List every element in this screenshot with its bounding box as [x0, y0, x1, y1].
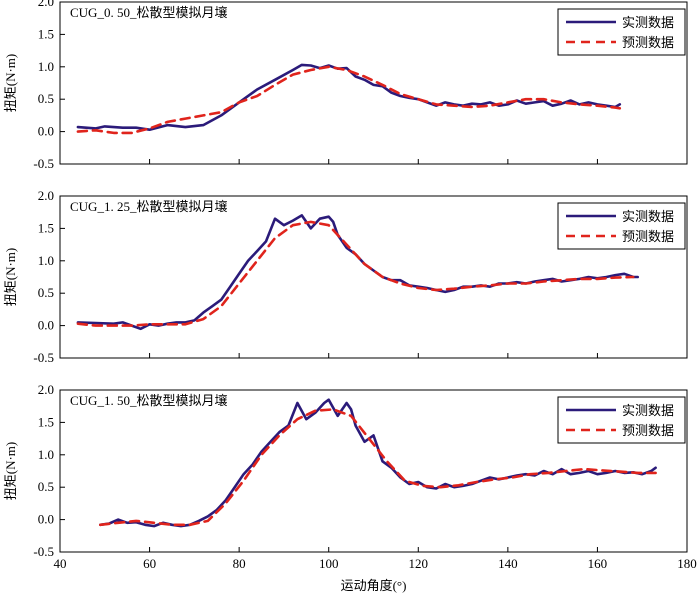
legend-label: 实测数据 — [622, 15, 674, 30]
series-line-measured — [76, 214, 640, 331]
x-tick-label: 120 — [409, 556, 429, 571]
x-tick-label: 100 — [319, 556, 339, 571]
legend-label: 预测数据 — [622, 35, 674, 50]
chart-panel-2: 2.0 1.5 1.0 0.5 0.0 -0.5 CUG_1. 25_松散型模拟月壤扭矩(N… — [3, 188, 688, 365]
series-line-predicted — [76, 65, 622, 135]
x-tick-label: 40 — [54, 556, 67, 571]
y-axis-label: 扭矩(N·m) — [3, 54, 18, 113]
legend-label: 实测数据 — [622, 403, 674, 418]
y-tick-label: 1.5 — [38, 26, 54, 41]
y-tick-label: 0.0 — [38, 124, 54, 139]
plot-frame — [59, 389, 688, 553]
y-tick-label: -0.5 — [33, 544, 54, 559]
x-tick-label: 60 — [143, 556, 156, 571]
x-tick-label: 180 — [677, 556, 697, 571]
chart-panel-3: 2.0 1.5 1.0 0.5 0.0 -0.540 60 80 100 120 140 160 180… — [3, 382, 697, 593]
y-tick-label: 1.5 — [38, 220, 54, 235]
y-tick-label: 1.0 — [38, 253, 54, 268]
y-axis-label: 扭矩(N·m) — [3, 442, 18, 501]
x-tick-label: 160 — [588, 556, 608, 571]
x-tick-label: 80 — [233, 556, 246, 571]
y-tick-label: 1.0 — [38, 447, 54, 462]
chart-title: CUG_1. 25_松散型模拟月壤 — [70, 199, 227, 214]
plot-frame — [59, 195, 688, 359]
legend-box — [557, 396, 686, 444]
legend-box — [557, 202, 686, 250]
y-tick-label: -0.5 — [33, 156, 54, 171]
y-tick-label: 2.0 — [38, 382, 54, 397]
y-tick-label: 0.5 — [38, 479, 54, 494]
legend-label: 预测数据 — [622, 423, 674, 438]
series-line-predicted — [76, 220, 635, 327]
series-line-measured — [76, 63, 622, 131]
y-tick-label: 2.0 — [38, 188, 54, 203]
chart-panel-1: 2.0 1.5 1.0 0.5 0.0 -0.5 CUG_0. 50_松散型模拟月壤扭矩(N… — [3, 0, 688, 171]
y-axis-label: 扭矩(N·m) — [3, 248, 18, 307]
y-tick-label: 1.0 — [38, 59, 54, 74]
y-tick-label: -0.5 — [33, 350, 54, 365]
y-tick-label: 1.5 — [38, 414, 54, 429]
chart-title: CUG_0. 50_松散型模拟月壤 — [70, 5, 227, 20]
legend-label: 实测数据 — [622, 209, 674, 224]
x-tick-label: 140 — [498, 556, 518, 571]
y-tick-label: 2.0 — [38, 0, 54, 9]
y-tick-label: 0.0 — [38, 512, 54, 527]
y-tick-label: 0.0 — [38, 318, 54, 333]
legend-box — [557, 8, 686, 56]
chart-title: CUG_1. 50_松散型模拟月壤 — [70, 393, 227, 408]
y-tick-label: 0.5 — [38, 285, 54, 300]
plot-frame — [59, 1, 688, 165]
x-axis-label: 运动角度(°) — [341, 578, 407, 593]
y-tick-label: 0.5 — [38, 91, 54, 106]
series-line-predicted — [99, 408, 657, 527]
legend-label: 预测数据 — [622, 229, 674, 244]
